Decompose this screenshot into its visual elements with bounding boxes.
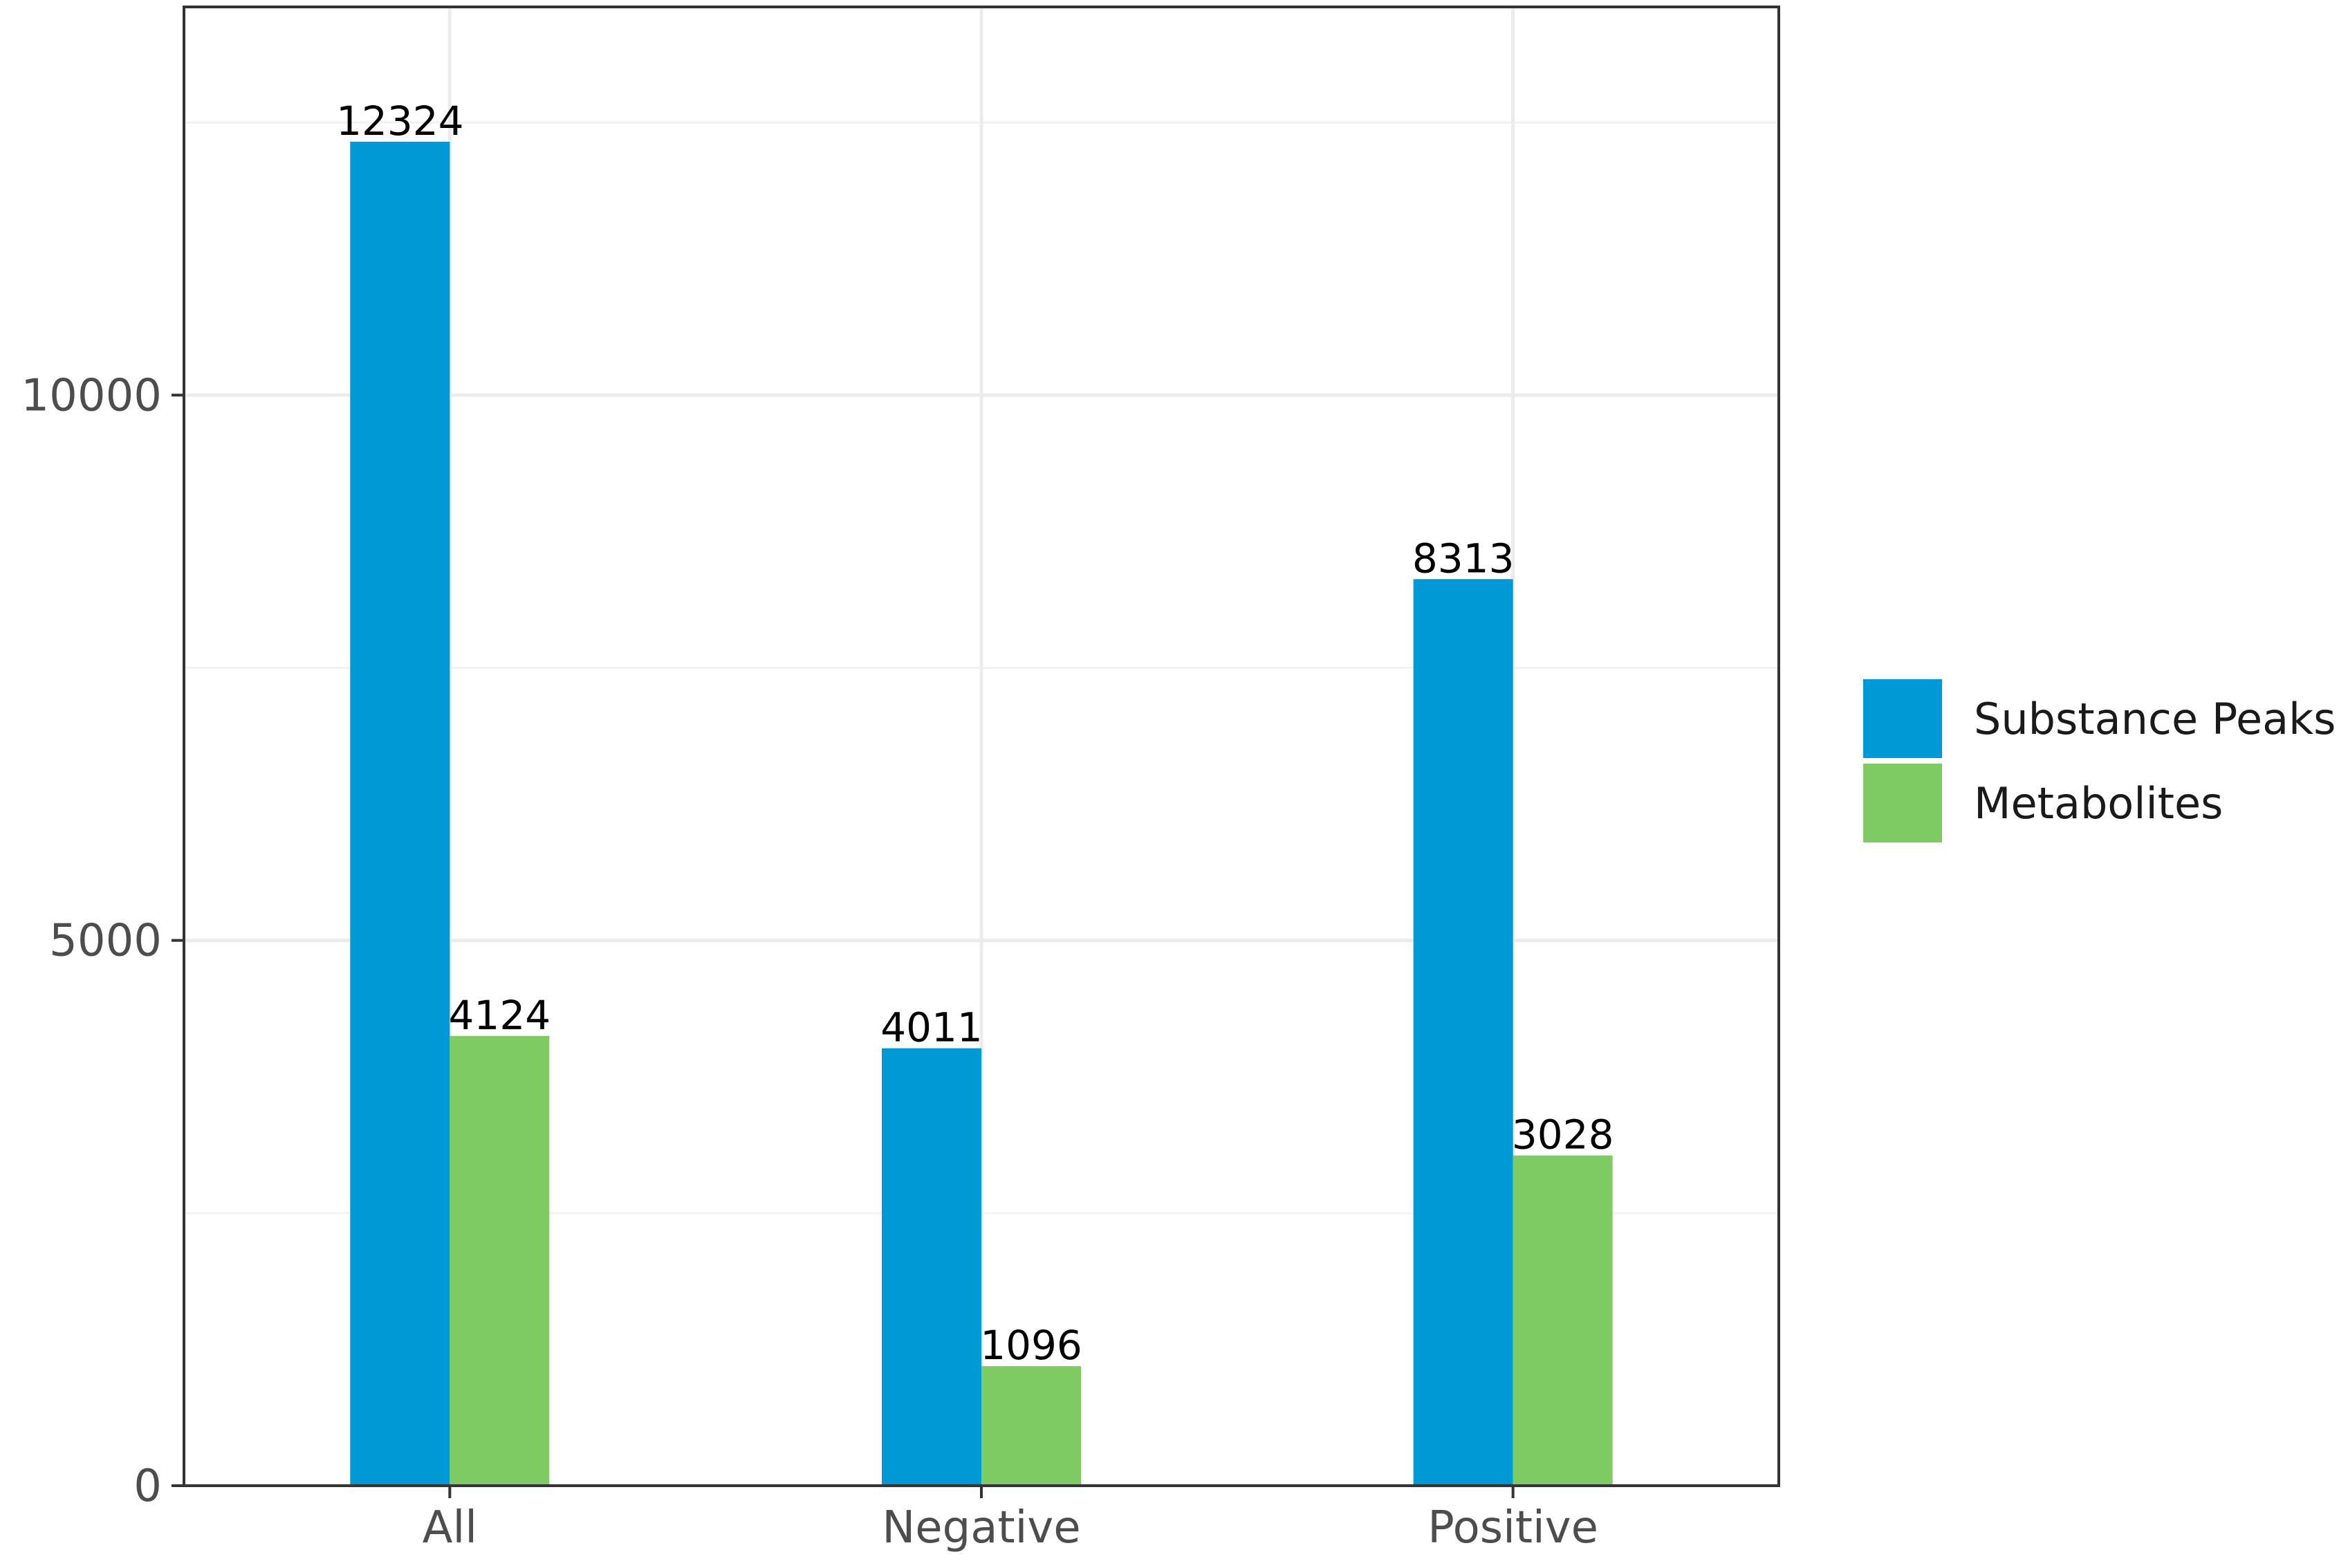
data-label: 12324 bbox=[336, 98, 464, 145]
data-label: 1096 bbox=[980, 1322, 1082, 1369]
bar-substance-peaks-negative bbox=[882, 1048, 981, 1486]
bars bbox=[350, 141, 1613, 1486]
y-tick-label: 0 bbox=[133, 1461, 162, 1512]
data-label: 4011 bbox=[880, 1004, 983, 1051]
x-tick-label: Positive bbox=[1427, 1502, 1598, 1553]
bar-metabolites-positive bbox=[1513, 1155, 1613, 1486]
legend: Substance Peaks Metabolites bbox=[1863, 679, 2336, 842]
bar-substance-peaks-positive bbox=[1413, 579, 1513, 1486]
axes: 0 5000 10000 All Negative Positive bbox=[21, 6, 1780, 1553]
legend-label: Substance Peaks bbox=[1974, 694, 2336, 744]
data-label: 3028 bbox=[1512, 1112, 1614, 1159]
legend-key-substance-peaks bbox=[1863, 679, 1942, 758]
data-label: 4124 bbox=[449, 992, 551, 1039]
y-tick-label: 10000 bbox=[21, 370, 162, 421]
x-tick-label: Negative bbox=[882, 1502, 1080, 1553]
data-labels: 12324 4011 8313 4124 1096 3028 bbox=[336, 98, 1614, 1369]
bar-metabolites-all bbox=[450, 1035, 550, 1486]
data-label: 8313 bbox=[1412, 535, 1515, 582]
legend-key-metabolites bbox=[1863, 764, 1942, 842]
legend-label: Metabolites bbox=[1974, 778, 2223, 829]
bar-metabolites-negative bbox=[981, 1366, 1081, 1486]
bar-substance-peaks-all bbox=[350, 141, 450, 1486]
y-tick-label: 5000 bbox=[49, 916, 162, 967]
x-tick-label: All bbox=[423, 1502, 477, 1553]
